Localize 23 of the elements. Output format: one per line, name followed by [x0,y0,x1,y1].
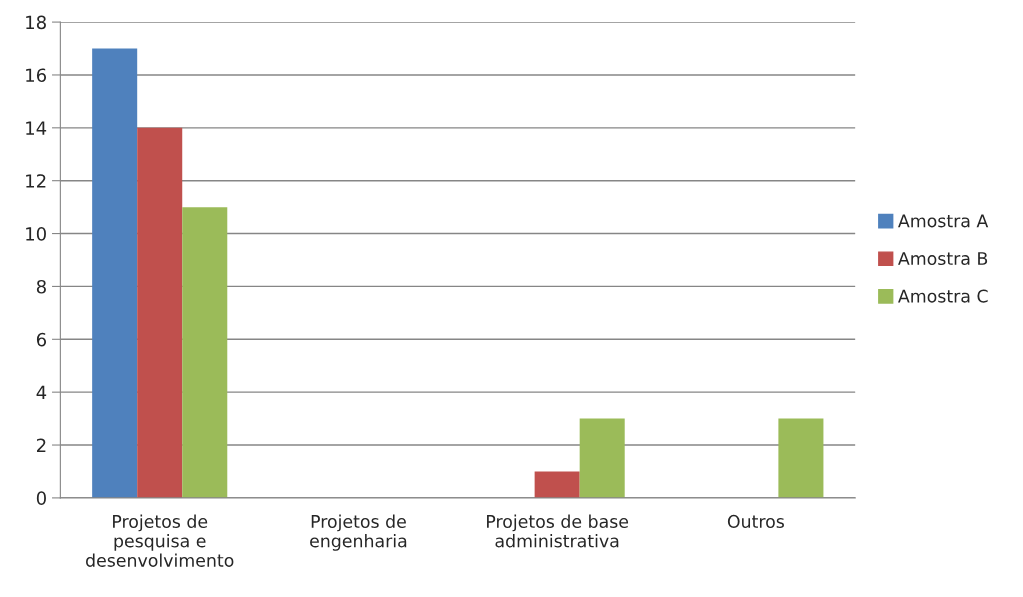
bar [92,48,138,498]
y-tick-label: 2 [37,438,46,452]
bar [182,207,228,498]
y-tick-label: 10 [26,227,46,241]
y-tick-label: 18 [26,15,46,30]
legend-label: Amostra A [898,214,989,228]
legend-label: Amostra C [898,289,988,303]
y-tick-label: 16 [26,68,47,83]
x-tick-label: Projetos de base administrativa [487,514,629,548]
y-tick-label: 12 [26,174,46,188]
x-tick-label: Projetos de pesquisa e desenvolvimento [86,514,234,567]
bar [534,471,580,498]
bar [579,418,625,498]
y-tick-label: 0 [36,491,46,506]
y-tick-label: 6 [36,332,47,347]
bar [778,418,824,498]
y-tick-label: 4 [36,385,47,400]
y-tick-label: 14 [26,121,47,135]
x-tick-label: Outros [727,514,784,528]
bar [137,127,183,498]
x-tick-label: Projetos de engenharia [310,514,407,551]
y-tick-label: 8 [36,279,46,294]
legend-label: Amostra B [898,252,988,266]
